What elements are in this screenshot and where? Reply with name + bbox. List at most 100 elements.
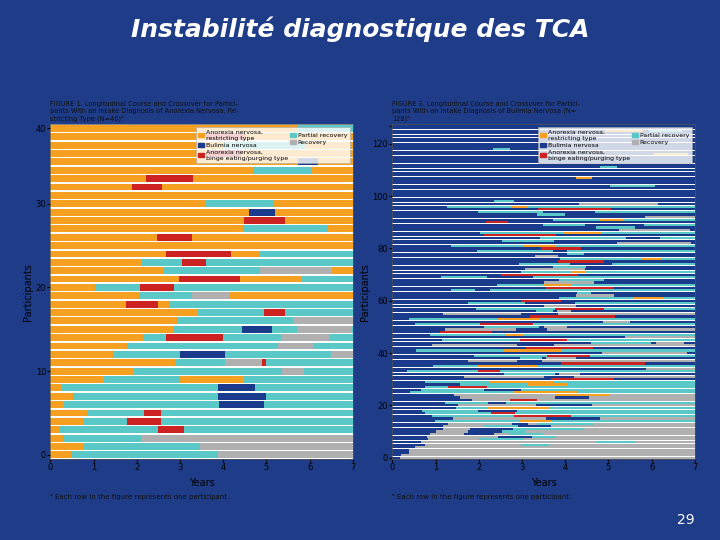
Bar <box>441 276 695 278</box>
Bar <box>392 394 454 396</box>
Bar <box>500 436 557 438</box>
Bar <box>544 281 594 284</box>
Bar <box>484 234 556 237</box>
Bar <box>188 292 228 299</box>
Bar <box>392 449 409 451</box>
Bar <box>516 328 546 330</box>
Bar <box>392 276 695 278</box>
Bar <box>553 250 567 252</box>
Bar <box>392 284 695 286</box>
Bar <box>626 237 660 239</box>
Bar <box>442 339 695 341</box>
Bar <box>392 177 695 179</box>
Bar <box>392 260 695 262</box>
Bar <box>454 394 695 396</box>
Bar <box>297 326 353 333</box>
Bar <box>544 375 575 377</box>
Bar <box>392 135 695 137</box>
Bar <box>433 365 695 367</box>
Bar <box>480 232 695 234</box>
Bar <box>50 409 87 416</box>
Bar <box>392 153 695 156</box>
Bar <box>478 211 695 213</box>
Bar <box>392 145 695 147</box>
Bar <box>547 355 590 357</box>
Bar <box>141 435 353 442</box>
Bar <box>125 301 158 308</box>
Bar <box>524 245 556 247</box>
Bar <box>444 313 695 315</box>
Bar <box>170 301 353 308</box>
Bar <box>225 359 262 366</box>
Bar <box>392 370 407 373</box>
Text: FIGURE 3. Longitudinal Course and Crossover for Partici-
pants With an Intake Di: FIGURE 3. Longitudinal Course and Crosso… <box>392 100 580 122</box>
Bar <box>50 334 143 341</box>
Bar <box>518 425 552 427</box>
Bar <box>392 423 448 425</box>
Bar <box>392 216 695 218</box>
Bar <box>220 401 264 408</box>
Bar <box>485 389 521 391</box>
Bar <box>432 344 695 346</box>
Bar <box>415 323 695 326</box>
Bar <box>400 457 695 459</box>
Bar <box>392 140 695 142</box>
Bar <box>243 217 284 224</box>
Bar <box>218 384 256 391</box>
Bar <box>512 206 526 208</box>
Bar <box>479 438 523 441</box>
Bar <box>392 190 695 192</box>
Bar <box>506 334 523 336</box>
Bar <box>460 396 695 399</box>
Bar <box>510 433 543 435</box>
Bar <box>477 250 695 252</box>
Bar <box>553 219 695 221</box>
Bar <box>520 357 541 360</box>
Bar <box>420 389 695 391</box>
Bar <box>487 407 549 409</box>
Bar <box>50 275 353 282</box>
Bar <box>585 224 644 226</box>
Bar <box>50 376 104 383</box>
Bar <box>50 326 174 333</box>
Bar <box>526 268 585 271</box>
Bar <box>392 132 695 134</box>
Bar <box>497 284 695 286</box>
Bar <box>392 255 695 258</box>
Bar <box>392 305 695 307</box>
Bar <box>392 148 695 150</box>
Bar <box>543 224 695 226</box>
Bar <box>407 370 695 373</box>
Bar <box>563 232 602 234</box>
Bar <box>50 426 59 433</box>
Bar <box>392 271 695 273</box>
Bar <box>576 177 592 179</box>
Bar <box>392 187 695 190</box>
Bar <box>392 375 464 377</box>
Bar <box>180 376 244 383</box>
Bar <box>451 245 695 247</box>
Bar <box>198 309 353 316</box>
Bar <box>544 326 567 328</box>
Bar <box>392 313 444 315</box>
Bar <box>392 124 695 126</box>
Bar <box>50 292 353 299</box>
Bar <box>392 326 695 328</box>
Bar <box>559 297 695 299</box>
Bar <box>392 315 695 318</box>
Bar <box>392 258 695 260</box>
Bar <box>132 184 162 191</box>
Bar <box>392 302 695 305</box>
Bar <box>443 425 695 427</box>
Bar <box>421 441 695 443</box>
Bar <box>498 428 584 430</box>
Bar <box>428 438 695 441</box>
Bar <box>392 415 432 417</box>
Bar <box>425 443 695 446</box>
Bar <box>570 263 611 265</box>
Bar <box>50 192 353 199</box>
Bar <box>464 375 695 377</box>
Bar <box>158 426 184 433</box>
Bar <box>392 294 695 296</box>
Bar <box>392 430 436 433</box>
